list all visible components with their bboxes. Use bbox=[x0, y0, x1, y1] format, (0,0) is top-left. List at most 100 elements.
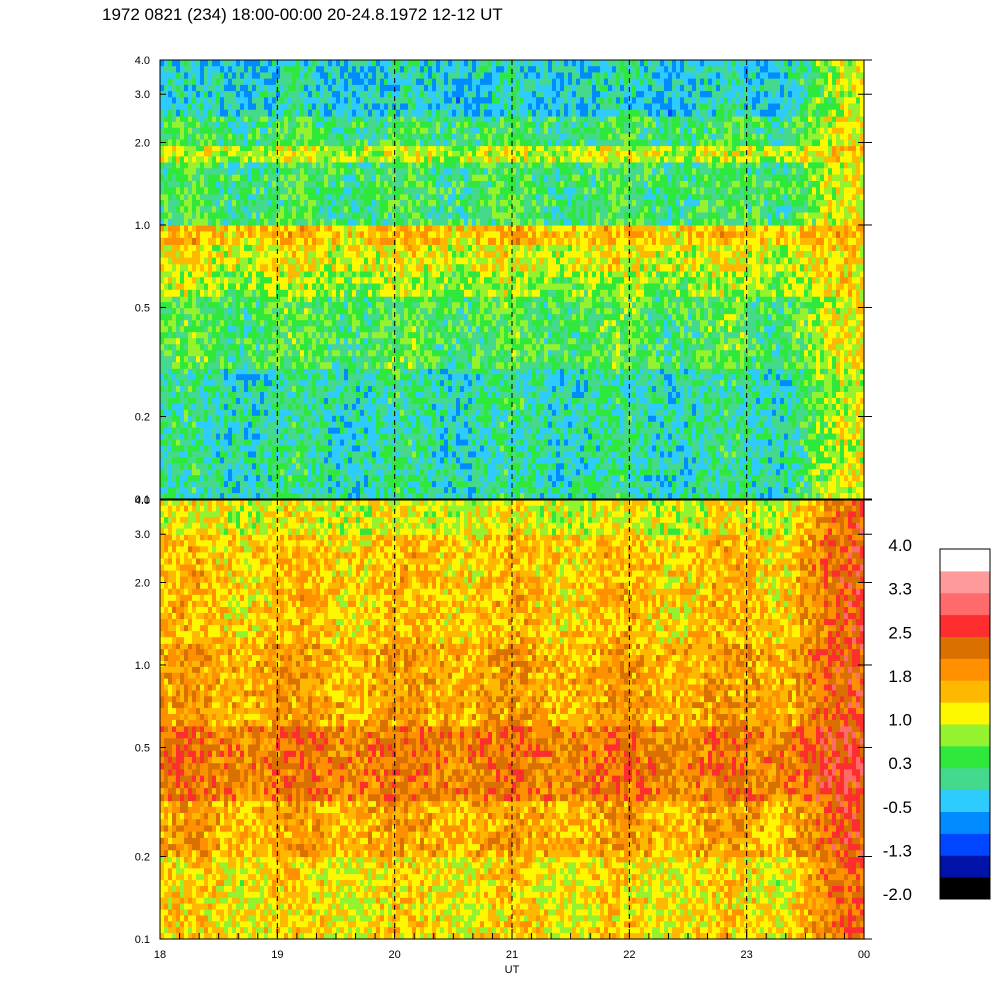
spectrogram-cell bbox=[416, 296, 421, 303]
spectrogram-cell bbox=[328, 60, 333, 67]
spectrogram-cell bbox=[396, 91, 401, 98]
spectrogram-cell bbox=[320, 410, 325, 417]
spectrogram-cell bbox=[432, 162, 437, 169]
spectrogram-cell bbox=[208, 151, 213, 157]
spectrogram-cell bbox=[368, 428, 373, 435]
spectrogram-cell bbox=[320, 134, 325, 141]
spectrogram-cell bbox=[400, 175, 405, 182]
spectrogram-cell bbox=[404, 187, 409, 194]
spectrogram-cell bbox=[380, 469, 385, 476]
spectrogram-cell bbox=[384, 356, 389, 363]
spectrogram-cell bbox=[324, 146, 329, 152]
spectrogram-cell bbox=[396, 277, 401, 284]
spectrogram-cell bbox=[336, 481, 341, 488]
spectrogram-cell bbox=[376, 469, 381, 476]
spectrogram-cell bbox=[184, 356, 189, 363]
spectrogram-cell bbox=[272, 290, 277, 297]
spectrogram-cell bbox=[208, 146, 213, 152]
spectrogram-cell bbox=[220, 168, 225, 175]
spectrogram-cell bbox=[300, 91, 305, 98]
spectrogram-cell bbox=[256, 122, 261, 129]
spectrogram-cell bbox=[240, 97, 245, 104]
spectrogram-cell bbox=[340, 356, 345, 363]
spectrogram-cell bbox=[340, 200, 345, 207]
spectrogram-cell bbox=[184, 362, 189, 369]
spectrogram-cell bbox=[176, 97, 181, 104]
spectrogram-cell bbox=[320, 487, 325, 494]
spectrogram-cell bbox=[308, 151, 313, 157]
spectrogram-cell bbox=[304, 66, 309, 73]
spectrogram-cell bbox=[180, 463, 185, 470]
spectrogram-cell bbox=[248, 175, 253, 182]
spectrogram-cell bbox=[248, 386, 253, 393]
spectrogram-cell bbox=[412, 151, 417, 157]
spectrogram-cell bbox=[424, 356, 429, 363]
spectrogram-cell bbox=[160, 398, 165, 405]
spectrogram-cell bbox=[236, 368, 241, 375]
spectrogram-cell bbox=[432, 332, 437, 339]
spectrogram-cell bbox=[268, 66, 273, 73]
spectrogram-cell bbox=[216, 225, 221, 232]
spectrogram-cell bbox=[344, 206, 349, 213]
spectrogram-cell bbox=[376, 344, 381, 351]
spectrogram-cell bbox=[240, 134, 245, 141]
spectrogram-cell bbox=[400, 428, 405, 435]
spectrogram-cell bbox=[160, 451, 165, 458]
spectrogram-cell bbox=[288, 338, 293, 345]
spectrogram-cell bbox=[232, 97, 237, 104]
spectrogram-cell bbox=[268, 258, 273, 265]
spectrogram-cell bbox=[292, 140, 297, 147]
spectrogram-cell bbox=[428, 162, 433, 169]
spectrogram-cell bbox=[376, 422, 381, 429]
spectrogram-cell bbox=[352, 66, 357, 73]
spectrogram-cell bbox=[164, 410, 169, 417]
spectrogram-cell bbox=[264, 374, 269, 381]
spectrogram-cell bbox=[176, 134, 181, 141]
spectrogram-cell bbox=[352, 368, 357, 375]
spectrogram-cell bbox=[248, 332, 253, 339]
spectrogram-cell bbox=[428, 91, 433, 98]
spectrogram-cell bbox=[412, 175, 417, 182]
spectrogram-cell bbox=[248, 258, 253, 265]
spectrogram-cell bbox=[272, 110, 277, 117]
spectrogram-cell bbox=[188, 128, 193, 135]
spectrogram-cell bbox=[200, 146, 205, 152]
spectrogram-cell bbox=[396, 134, 401, 141]
spectrogram-cell bbox=[356, 128, 361, 135]
spectrogram-cell bbox=[208, 231, 213, 238]
spectrogram-cell bbox=[312, 219, 317, 226]
spectrogram-cell bbox=[352, 326, 357, 333]
spectrogram-cell bbox=[408, 175, 413, 182]
spectrogram-cell bbox=[432, 238, 437, 245]
spectrogram-cell bbox=[224, 168, 229, 175]
spectrogram-cell bbox=[424, 258, 429, 265]
spectrogram-cell bbox=[284, 194, 289, 201]
spectrogram-cell bbox=[196, 440, 201, 447]
spectrogram-cell bbox=[344, 134, 349, 141]
spectrogram-cell bbox=[272, 128, 277, 135]
spectrogram-cell bbox=[372, 271, 377, 278]
spectrogram-cell bbox=[208, 368, 213, 375]
spectrogram-cell bbox=[188, 362, 193, 369]
spectrogram-cell bbox=[320, 168, 325, 175]
spectrogram-cell bbox=[340, 362, 345, 369]
spectrogram-cell bbox=[168, 440, 173, 447]
spectrogram-cell bbox=[408, 134, 413, 141]
spectrogram-cell bbox=[376, 332, 381, 339]
spectrogram-cell bbox=[288, 181, 293, 188]
spectrogram-cell bbox=[388, 175, 393, 182]
spectrogram-cell bbox=[272, 194, 277, 201]
spectrogram-cell bbox=[328, 398, 333, 405]
spectrogram-cell bbox=[240, 140, 245, 147]
spectrogram-cell bbox=[168, 231, 173, 238]
spectrogram-cell bbox=[208, 457, 213, 464]
spectrogram-cell bbox=[272, 85, 277, 92]
spectrogram-cell bbox=[316, 481, 321, 488]
spectrogram-cell bbox=[200, 206, 205, 213]
spectrogram-cell bbox=[432, 97, 437, 104]
spectrogram-cell bbox=[352, 398, 357, 405]
spectrogram-cell bbox=[356, 398, 361, 405]
spectrogram-cell bbox=[264, 79, 269, 86]
spectrogram-cell bbox=[312, 314, 317, 321]
spectrogram-cell bbox=[224, 264, 229, 271]
